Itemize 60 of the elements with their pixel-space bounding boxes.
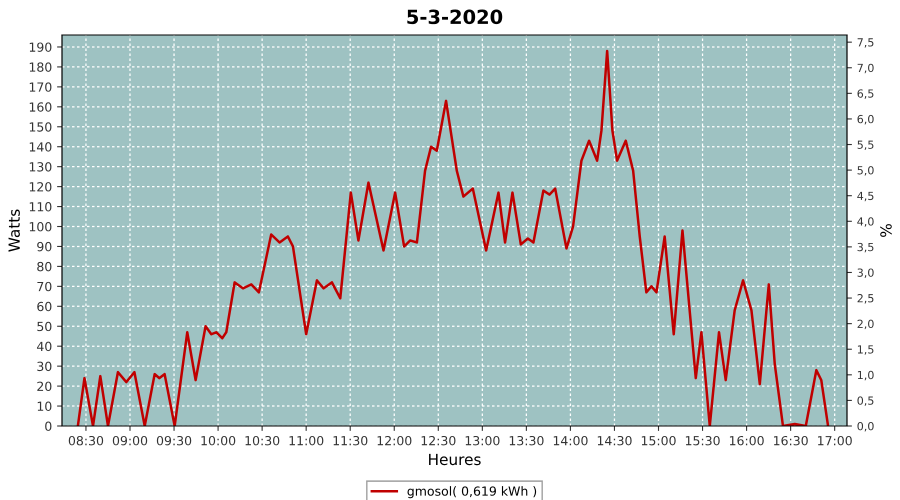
line-series: [76, 50, 830, 426]
y-tick-label: 80: [37, 262, 52, 272]
y2-tick-label: 6,0: [858, 114, 874, 124]
y2-tick-label: 7,0: [858, 64, 874, 74]
x-tick-label: 09:00: [112, 436, 148, 446]
y2-tick-label: 3,5: [858, 242, 874, 252]
y-tick-label: 60: [37, 302, 52, 312]
y-tick-label: 40: [36, 342, 52, 352]
y2-tick-label: 2,5: [858, 294, 874, 304]
y-tick-label: 30: [37, 362, 52, 372]
x-tick-label: 17:00: [818, 436, 852, 446]
x-tick-label: 09:30: [156, 436, 192, 446]
y-tick-label: 100: [30, 222, 52, 232]
y2-tick-label: 0,5: [857, 396, 874, 406]
y-tick-label: 170: [30, 82, 52, 92]
x-axis-title: Heures: [429, 454, 481, 466]
y-tick-label: 130: [30, 162, 52, 172]
x-tick-label: 13:30: [510, 436, 544, 446]
x-tick-label: 10:00: [201, 436, 236, 446]
y2-tick-label: 3,0: [858, 268, 874, 278]
y-tick-label: 150: [30, 122, 52, 132]
y-tick-label: 20: [37, 382, 52, 392]
x-tick-label: 12:00: [378, 436, 412, 446]
y2-axis-title: %: [880, 224, 892, 237]
x-tick-label: 15:30: [686, 436, 720, 446]
y2-tick-label: 2,0: [858, 320, 874, 330]
y2-tick-label: 4,5: [857, 192, 874, 202]
x-tick-label: 08:30: [68, 436, 104, 446]
y2-tick-label: 0,0: [857, 422, 874, 432]
y-tick-label: 160: [30, 102, 52, 112]
x-tick-label: 11:00: [290, 436, 324, 446]
y-axis-title: Watts: [8, 210, 20, 252]
y-tick-label: 90: [37, 242, 52, 252]
x-tick-label: 16:00: [730, 436, 764, 446]
x-tick-label: 12:30: [422, 436, 456, 446]
y2-tick-label: 1,0: [858, 370, 874, 380]
y-tick-label: 0: [45, 421, 52, 431]
x-tick-label: 11:30: [334, 436, 368, 446]
y2-tick-label: 7,5: [858, 38, 874, 48]
x-tick-label: 15:00: [642, 436, 676, 446]
y2-tick-label: 4,0: [857, 217, 874, 227]
y2-tick-label: 1,5: [858, 345, 874, 355]
legend-label: gmosol( 0,619 kWh ): [408, 486, 536, 498]
y2-tick-label: 5,0: [858, 166, 874, 176]
y-tick-label: 120: [30, 182, 52, 192]
y-tick-label: 10: [38, 402, 52, 411]
x-tick-label: 14:00: [554, 436, 588, 446]
y2-tick-label: 6,5: [858, 89, 874, 99]
y-tick-label: 190: [30, 42, 52, 52]
x-tick-label: 14:30: [598, 436, 632, 446]
y2-tick-label: 5,5: [858, 140, 874, 150]
y-tick-label: 110: [30, 202, 52, 212]
y-tick-label: 70: [37, 282, 52, 292]
y-tick-label: 50: [37, 322, 52, 332]
x-tick-label: 16:30: [774, 436, 808, 446]
y-tick-label: 180: [30, 62, 52, 72]
x-tick-label: 10:30: [245, 436, 280, 446]
chart-title: 5-3-2020: [407, 9, 502, 24]
y-tick-label: 140: [30, 142, 52, 152]
x-tick-label: 13:00: [466, 436, 500, 446]
